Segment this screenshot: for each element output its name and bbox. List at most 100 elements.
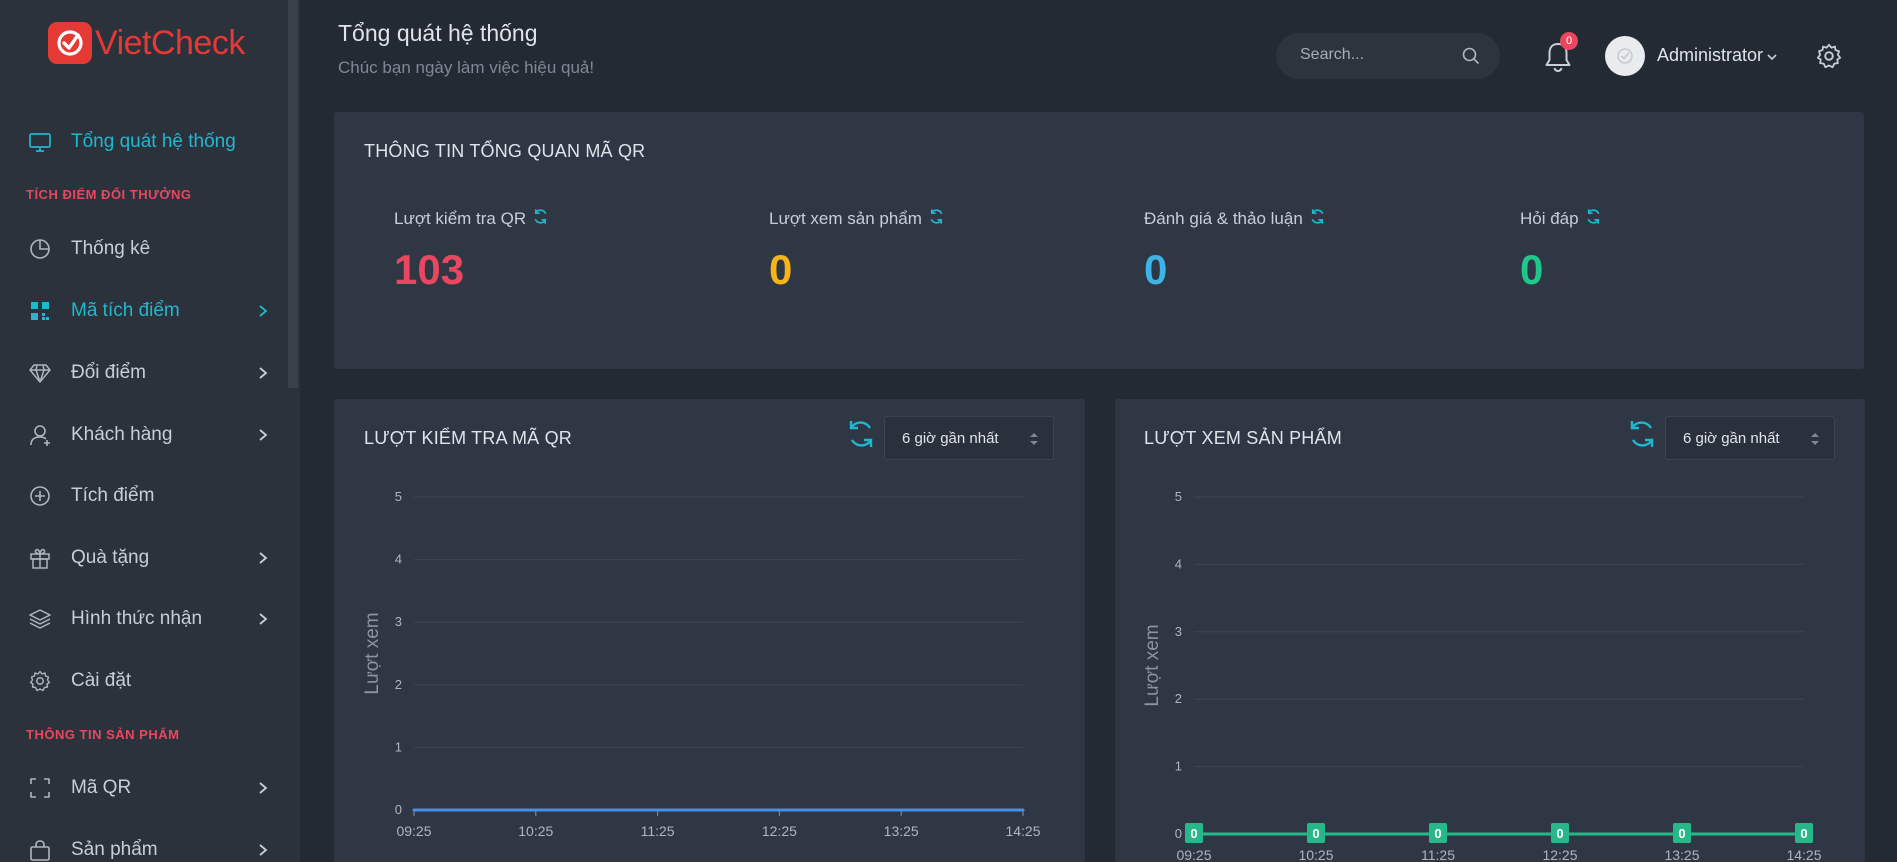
- sidebar-item-receive-methods[interactable]: Hình thức nhận: [0, 596, 288, 642]
- sidebar-item-label: Quà tặng: [71, 547, 150, 568]
- sidebar-item-label: Mã tích điểm: [71, 300, 180, 321]
- select-value: 6 giờ gần nhất: [1683, 430, 1780, 447]
- stat-qa: Hỏi đáp 0: [1520, 208, 1602, 294]
- chevron-right-icon: [256, 427, 270, 443]
- x-tick-label: 13:25: [1664, 847, 1699, 862]
- time-range-select[interactable]: 6 giờ gần nhất: [1665, 416, 1835, 460]
- overview-card: [334, 112, 1864, 369]
- sidebar-item-redeem[interactable]: Đổi điểm: [0, 350, 288, 396]
- sidebar-item-label: Sản phẩm: [71, 839, 158, 860]
- sidebar: VietCheck Tổng quát hệ thống TÍCH ĐIỂM Đ…: [0, 0, 300, 862]
- search-icon[interactable]: [1461, 46, 1481, 66]
- sidebar-item-qr-codes[interactable]: Mã QR: [0, 765, 288, 811]
- stat-value: 0: [1520, 246, 1544, 293]
- search-box[interactable]: [1276, 33, 1500, 79]
- qr-checks-line-chart: 0 1 2 3 4 5 09:25 10:25 11:25 12:25 13:25 14:25 Lượt…: [362, 489, 1041, 839]
- chevron-right-icon: [256, 611, 270, 627]
- layers-icon: [29, 608, 51, 630]
- y-tick-label: 0: [1175, 826, 1182, 841]
- data-label: 0: [1800, 826, 1807, 841]
- product-views-chart-panel: [1115, 399, 1865, 862]
- x-tick-label: 09:25: [396, 823, 431, 839]
- sidebar-item-gifts[interactable]: Quà tặng: [0, 535, 288, 581]
- stat-label: Lượt kiểm tra QR: [394, 209, 527, 228]
- sidebar-item-accumulate[interactable]: Tích điểm: [0, 473, 288, 519]
- x-tick-label: 10:25: [1298, 847, 1333, 862]
- stat-value: 0: [769, 246, 793, 293]
- data-label: 0: [1190, 826, 1197, 841]
- y-tick-label: 3: [395, 614, 402, 629]
- time-range-select[interactable]: 6 giờ gần nhất: [884, 416, 1054, 460]
- data-point: [412, 808, 416, 812]
- brand-logo[interactable]: VietCheck: [48, 22, 245, 64]
- search-input[interactable]: [1300, 46, 1450, 64]
- notification-count-badge: 0: [1560, 32, 1578, 50]
- select-arrows-icon: [1029, 430, 1039, 448]
- pie-chart-icon: [29, 238, 51, 260]
- sidebar-item-label: Tích điểm: [71, 485, 155, 506]
- user-name[interactable]: Administrator: [1657, 45, 1764, 65]
- settings-gear-icon[interactable]: [1816, 43, 1842, 69]
- check-logo-icon: [48, 22, 92, 64]
- x-tick-label: 11:25: [1421, 847, 1455, 862]
- data-point: [534, 808, 538, 812]
- data-label: 0: [1312, 826, 1319, 841]
- sidebar-item-statistics[interactable]: Thống kê: [0, 226, 288, 272]
- y-tick-label: 2: [1175, 691, 1182, 706]
- x-tick-label: 12:25: [762, 823, 797, 839]
- refresh-icon[interactable]: [928, 208, 945, 230]
- sidebar-scrollbar[interactable]: [288, 0, 298, 388]
- stat-value: 103: [394, 246, 465, 293]
- chevron-right-icon: [256, 780, 270, 796]
- select-arrows-icon: [1810, 430, 1820, 448]
- chevron-right-icon: [256, 365, 270, 381]
- sidebar-item-settings[interactable]: Cài đặt: [0, 658, 288, 704]
- sidebar-item-overview[interactable]: Tổng quát hệ thống: [0, 119, 288, 165]
- avatar[interactable]: [1605, 36, 1645, 76]
- sidebar-item-point-codes[interactable]: Mã tích điểm: [0, 288, 288, 334]
- data-label: 0: [1678, 826, 1685, 841]
- refresh-icon[interactable]: [532, 208, 549, 230]
- sidebar-item-products[interactable]: Sản phẩm: [0, 827, 288, 862]
- sidebar-item-label: Cài đặt: [71, 670, 132, 691]
- data-point: [1021, 808, 1025, 812]
- refresh-icon[interactable]: [1627, 418, 1657, 450]
- gift-icon: [29, 547, 51, 569]
- qr-checks-chart-panel: [334, 399, 1085, 862]
- stat-label: Hỏi đáp: [1520, 209, 1579, 228]
- y-tick-label: 1: [1175, 759, 1182, 774]
- gear-icon: [29, 670, 51, 692]
- x-tick-label: 14:25: [1005, 823, 1040, 839]
- refresh-icon[interactable]: [1309, 208, 1326, 230]
- data-label-box: [1795, 823, 1813, 843]
- data-point: [777, 808, 781, 812]
- select-value: 6 giờ gần nhất: [902, 430, 999, 447]
- y-tick-label: 3: [1175, 624, 1182, 639]
- sidebar-item-label: Thống kê: [71, 238, 151, 259]
- plus-circle-icon: [29, 485, 51, 507]
- x-tick-label: 13:25: [884, 823, 919, 839]
- stat-reviews: Đánh giá & thảo luận 0: [1144, 208, 1326, 294]
- stat-label: Lượt xem sản phẩm: [769, 209, 922, 228]
- chevron-right-icon: [256, 550, 270, 566]
- data-point: [899, 808, 903, 812]
- chart-panel-title: LƯỢT KIỂM TRA MÃ QR: [364, 428, 572, 448]
- monitor-icon: [29, 131, 51, 153]
- y-tick-label: 4: [395, 552, 402, 567]
- refresh-icon[interactable]: [846, 418, 876, 450]
- sidebar-item-label: Mã QR: [71, 777, 132, 798]
- chevron-right-icon: [256, 303, 270, 319]
- qr-grid-icon: [29, 300, 51, 322]
- scan-icon: [29, 777, 51, 799]
- sidebar-item-label: Đổi điểm: [71, 362, 146, 383]
- sidebar-item-customers[interactable]: Khách hàng: [0, 412, 288, 458]
- page-title: Tổng quát hệ thống: [338, 20, 538, 46]
- page-subtitle: Chúc bạn ngày làm việc hiệu quả!: [338, 58, 595, 77]
- refresh-icon[interactable]: [1585, 208, 1602, 230]
- x-tick-label: 12:25: [1542, 847, 1577, 862]
- y-axis-label: Lượt xem: [1142, 624, 1163, 706]
- y-axis-label: Lượt xem: [362, 612, 383, 694]
- product-views-line-chart: 0 1 2 3 4 5 09:25 10:25 11:25 12:25 13:25 14:25 Lượt…: [1142, 489, 1822, 862]
- chevron-down-icon[interactable]: [1766, 50, 1778, 62]
- data-label-box: [1551, 823, 1569, 843]
